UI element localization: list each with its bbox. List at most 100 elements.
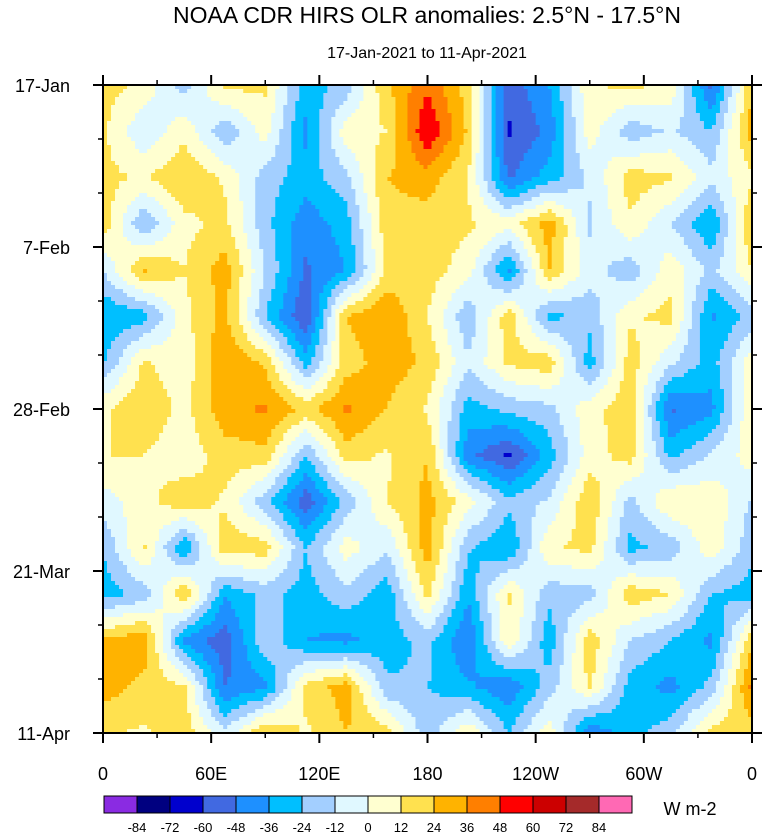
anomaly-cell — [155, 553, 168, 558]
anomaly-cell — [239, 253, 252, 258]
anomaly-cell — [163, 617, 188, 622]
anomaly-cell — [391, 589, 405, 594]
anomaly-cell — [475, 265, 485, 270]
anomaly-cell — [291, 373, 304, 378]
anomaly-cell — [727, 149, 745, 154]
anomaly-cell — [659, 421, 669, 426]
anomaly-cell — [387, 489, 421, 494]
anomaly-cell — [435, 505, 453, 510]
anomaly-cell — [591, 473, 641, 478]
anomaly-cell — [479, 133, 485, 138]
anomaly-cell — [583, 361, 597, 366]
anomaly-cell — [275, 365, 284, 370]
anomaly-cell — [531, 101, 553, 106]
anomaly-cell — [119, 357, 132, 362]
anomaly-cell — [543, 229, 557, 234]
anomaly-cell — [171, 257, 188, 262]
anomaly-cell — [115, 365, 128, 370]
anomaly-cell — [623, 373, 637, 378]
anomaly-cell — [687, 329, 701, 334]
anomaly-cell — [319, 529, 336, 534]
anomaly-cell — [239, 277, 252, 282]
anomaly-cell — [187, 117, 248, 122]
anomaly-cell — [411, 581, 421, 586]
anomaly-cell — [623, 233, 641, 238]
anomaly-cell — [591, 289, 645, 294]
anomaly-cell — [171, 229, 200, 234]
anomaly-cell — [515, 173, 541, 178]
anomaly-cell — [523, 685, 541, 690]
anomaly-cell — [747, 253, 752, 258]
anomaly-cell — [487, 645, 497, 650]
anomaly-cell — [731, 625, 745, 630]
anomaly-cell — [107, 525, 128, 530]
anomaly-cell — [219, 101, 276, 106]
anomaly-cell — [431, 481, 445, 486]
anomaly-cell — [239, 529, 272, 534]
anomaly-cell — [679, 353, 701, 358]
anomaly-cell — [663, 349, 685, 354]
anomaly-cell — [103, 261, 116, 266]
anomaly-cell — [511, 241, 525, 246]
anomaly-cell — [667, 641, 705, 646]
anomaly-cell — [487, 277, 505, 282]
anomaly-cell — [315, 481, 328, 486]
anomaly-cell — [563, 109, 573, 114]
anomaly-cell — [311, 493, 324, 498]
anomaly-cell — [275, 205, 300, 210]
anomaly-cell — [659, 457, 705, 462]
anomaly-cell — [339, 497, 356, 502]
anomaly-cell — [235, 245, 248, 250]
anomaly-cell — [495, 129, 505, 134]
anomaly-cell — [683, 89, 693, 94]
anomaly-cell — [107, 353, 124, 358]
anomaly-cell — [731, 361, 745, 366]
anomaly-cell — [215, 125, 236, 130]
anomaly-cell — [619, 381, 637, 386]
anomaly-cell — [103, 561, 108, 566]
anomaly-cell — [131, 573, 280, 578]
anomaly-cell — [331, 229, 352, 234]
anomaly-cell — [219, 177, 240, 182]
anomaly-cell — [675, 361, 701, 366]
anomaly-cell — [227, 517, 256, 522]
anomaly-cell — [163, 629, 172, 634]
anomaly-cell — [615, 637, 633, 642]
anomaly-cell — [591, 225, 617, 230]
anomaly-cell — [403, 377, 437, 382]
anomaly-cell — [719, 141, 729, 146]
anomaly-cell — [419, 517, 433, 522]
anomaly-cell — [483, 273, 501, 278]
anomaly-cell — [287, 289, 300, 294]
anomaly-cell — [567, 437, 581, 442]
anomaly-cell — [103, 497, 120, 502]
anomaly-cell — [319, 313, 324, 318]
anomaly-cell — [407, 97, 425, 102]
anomaly-cell — [631, 621, 673, 626]
anomaly-cell — [747, 685, 752, 690]
anomaly-cell — [479, 125, 485, 130]
anomaly-cell — [311, 569, 336, 574]
anomaly-cell — [347, 209, 360, 214]
anomaly-cell — [107, 521, 128, 526]
anomaly-cell — [503, 89, 529, 94]
anomaly-cell — [399, 625, 425, 630]
anomaly-cell — [571, 97, 585, 102]
anomaly-cell — [739, 293, 752, 298]
anomaly-cell — [563, 365, 577, 370]
anomaly-cell — [451, 457, 461, 462]
anomaly-cell — [495, 529, 517, 534]
anomaly-cell — [287, 677, 300, 682]
anomaly-cell — [411, 345, 437, 350]
anomaly-cell — [135, 601, 164, 606]
anomaly-cell — [175, 589, 192, 594]
anomaly-cell — [495, 185, 509, 190]
anomaly-cell — [123, 613, 164, 618]
anomaly-cell — [691, 141, 721, 146]
anomaly-cell — [327, 369, 336, 374]
anomaly-cell — [491, 653, 505, 658]
anomaly-cell — [107, 357, 120, 362]
anomaly-cell — [187, 585, 200, 590]
anomaly-cell — [279, 141, 292, 146]
anomaly-cell — [299, 577, 316, 582]
